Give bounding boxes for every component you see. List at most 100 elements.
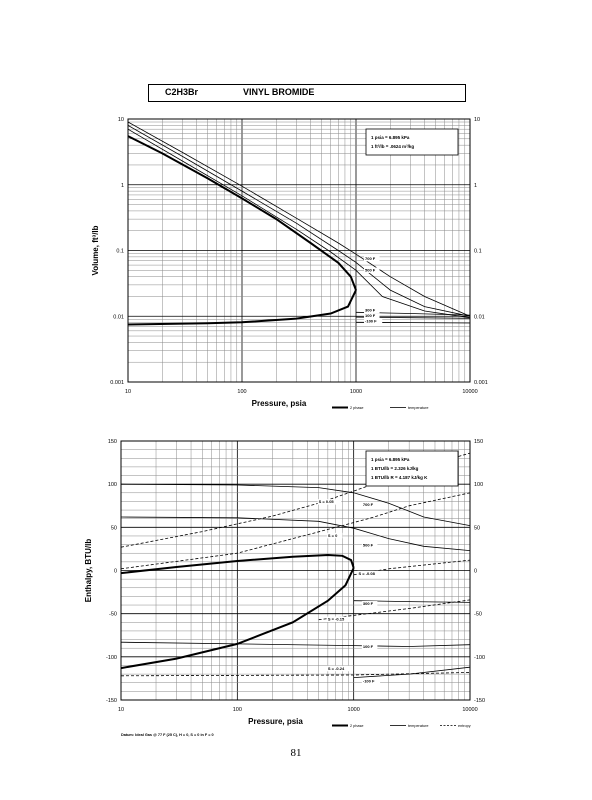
chart1-series-saturation-liquid: [127, 289, 357, 326]
chart2-curve-label: S = -0.08: [358, 571, 375, 576]
chemical-formula: C2H3Br: [165, 87, 199, 97]
chart2-conversion-notes-box: [365, 450, 459, 487]
chart2-y-tick-label-left: -50: [109, 612, 117, 618]
chart1-legend-label: 2 phase: [350, 406, 364, 410]
chart-title-box: C2H3Br VINYL BROMIDE: [148, 84, 466, 102]
chart2-legend-label: entropy: [458, 724, 471, 728]
chart1-curve-label-bg: [364, 255, 380, 262]
chart2-series-entropy-S0.24: [120, 672, 471, 677]
chart2-curve-label-bg: [357, 570, 384, 577]
chart1-series-isotherm: [127, 128, 471, 319]
chart1-y-tick-label-left: 0.1: [116, 249, 124, 255]
chart2-curve-label: S = -0.15: [328, 617, 345, 622]
chart2-y-tick-label-left: 50: [111, 525, 117, 531]
chart2-legend-label: temperature: [408, 724, 428, 728]
chart2-series-isotherm-100F: [353, 666, 471, 678]
chart2-series-isotherm-500F: [120, 516, 471, 551]
chart2-curve-label-bg: [326, 665, 354, 672]
chart2-curve-label: 500 F: [363, 542, 374, 547]
chart2-y-tick-label-right: -100: [474, 655, 485, 661]
chart1-x-tick-label: 10000: [462, 389, 477, 395]
chart2-series-isotherm-100F: [120, 641, 471, 647]
chart2-plot-frame: [120, 440, 471, 701]
chart2-curve-label-bg: [317, 499, 342, 505]
chart2-legend-label: 2 phase: [350, 724, 364, 728]
chart2-x-tick-label: 10000: [462, 707, 477, 713]
chart1-legend-label: temperature: [408, 406, 428, 410]
chart2-footnote: Datum: Ideal Gas @ 77 F (25 C), H = 0, S…: [121, 733, 214, 737]
chart1-y-tick-label-right: 0.1: [474, 249, 482, 255]
chart2-curve-label: 300 F: [363, 601, 374, 606]
chart1-curve-label: -100 F: [365, 318, 377, 323]
chart2-curve-label-bg: [361, 542, 378, 548]
chart2-conversion-note: 1 BTU/lb = 2.326 kJ/kg: [371, 466, 419, 471]
chart2-y-tick-label-right: -50: [474, 612, 482, 618]
chart1-plot-frame: [127, 118, 471, 383]
chart1-y-tick-label-left: 1: [121, 183, 124, 189]
chart2-curve-label: S = 0.05: [319, 499, 335, 504]
chart2-series-saturation-liquid: [120, 567, 355, 670]
chart2-conversion-note: 1 psia = 6.895 kPa: [371, 457, 410, 462]
chart1-curve-label: 100 F: [365, 313, 376, 318]
chart1-y-tick-label-right: 0.01: [474, 314, 485, 320]
chart1-conversion-note: 1 psia = 6.895 kPa: [371, 135, 410, 140]
chart2-y-tick-label-left: 150: [108, 439, 117, 445]
chart2-y-tick-label-right: 100: [474, 482, 483, 488]
chart2-series-isotherm-300F: [353, 600, 471, 603]
chart2-y-tick-label-right: 150: [474, 439, 483, 445]
chart1-curve-label-bg: [364, 307, 380, 314]
chart2-x-tick-label: 1000: [348, 707, 360, 713]
chart1-conversion-notes-box: [365, 128, 459, 156]
chart1-y-tick-label-right: 1: [474, 183, 477, 189]
chart2-curve-label: S = -0.24: [328, 666, 345, 671]
chemical-name: VINYL BROMIDE: [243, 87, 315, 97]
chart1-curve-label: 500 F: [365, 267, 376, 272]
chart1-x-axis-label: Pressure, psia: [252, 399, 307, 408]
chart1-curve-label: 700 F: [365, 256, 376, 261]
chart2-x-tick-label: 100: [233, 707, 242, 713]
chart2-y-tick-label-left: 100: [108, 482, 117, 488]
chart1-curve-label-bg: [364, 267, 380, 273]
chart2-curve-label: S = 0: [328, 533, 338, 538]
chart2-y-tick-label-left: 0: [114, 569, 117, 575]
chart2-curve-label: 100 F: [363, 644, 374, 649]
chart1-x-tick-label: 100: [237, 389, 246, 395]
chart1-x-tick-label: 10: [125, 389, 131, 395]
chart1-y-tick-label-right: 10: [474, 117, 480, 123]
chart2-y-tick-label-right: 0: [474, 569, 477, 575]
chart1-series-saturation-vapor: [127, 135, 357, 291]
chart2-y-tick-label-left: -100: [106, 655, 117, 661]
chart1-y-tick-label-left: 0.001: [110, 380, 124, 386]
chart1-x-tick-label: 1000: [350, 389, 362, 395]
chart2-series-isotherm-700F: [120, 483, 471, 526]
chart1-series-isotherm-500F: [127, 125, 471, 317]
chart2-curve-label-bg: [326, 616, 354, 623]
chart2-y-tick-label-right: 50: [474, 525, 480, 531]
chart2-series-entropy-S0: [120, 492, 471, 570]
chart1-curve-label-bg: [364, 318, 383, 324]
chart1-y-tick-label-right: 0.001: [474, 380, 488, 386]
chart2-series-saturation-vapor: [120, 553, 355, 575]
chart1-conversion-note: 1 ft³/lb = .0624 m³/kg: [371, 144, 414, 149]
chart2-curve-label-bg: [361, 601, 378, 607]
chart2-curve-label-bg: [361, 644, 378, 650]
chart1-curve-label-bg: [364, 313, 380, 319]
chart1-series-isotherm-700F: [127, 121, 471, 317]
chart2-x-axis-label: Pressure, psia: [248, 717, 303, 726]
chart2-curve-label-bg: [361, 501, 378, 508]
chart1-y-axis-label: Volume, ft³/lb: [91, 225, 100, 275]
chart2-curve-label-bg: [326, 532, 343, 539]
chart2-y-tick-label-right: -150: [474, 698, 485, 704]
chart2-curve-label: -100 F: [363, 679, 375, 684]
chart2-curve-label: 700 F: [363, 502, 374, 507]
chart1-curve-label: 300 F: [365, 308, 376, 313]
chart1-y-tick-label-left: 10: [118, 117, 124, 123]
chart2-x-tick-label: 10: [118, 707, 124, 713]
chart2-conversion-note: 1 BTU/lb R = 4.187 kJ/kg K: [371, 475, 428, 480]
page-number: 81: [290, 747, 302, 759]
chart1-y-tick-label-left: 0.01: [113, 314, 124, 320]
chart2-curve-label-bg: [361, 678, 381, 685]
chart2-y-tick-label-left: -150: [106, 698, 117, 704]
chart2-y-axis-label: Enthalpy, BTU/lb: [84, 539, 93, 603]
